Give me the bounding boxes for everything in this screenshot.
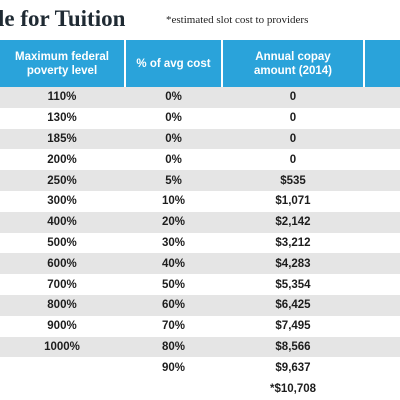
table-row: *$10,708 [0, 378, 400, 399]
table-cell: $6,425 [275, 299, 311, 312]
table-cell: $2,142 [275, 216, 311, 229]
table-cell: 700% [47, 278, 77, 291]
table-cell: 50% [161, 278, 186, 291]
table-row: 300% 10% $1,071 [0, 191, 400, 212]
table-cell: 0% [165, 132, 182, 145]
table-cell: $1,071 [275, 195, 311, 208]
table-cell: 80% [161, 340, 186, 353]
table-row: 90% $9,637 [0, 357, 400, 379]
table-cell: 0 [289, 112, 297, 125]
table-cell: 60% [161, 299, 186, 312]
header-text: Maximum federal poverty level [15, 50, 109, 77]
table-cell: 0% [165, 112, 182, 125]
table-row: 500% 30% $3,212 [0, 232, 400, 254]
table-cell: $5,354 [275, 278, 311, 291]
table-cell: 90% [161, 361, 186, 374]
table-row: 185% 0% 0 [0, 128, 400, 150]
table-cell: $4,283 [275, 257, 311, 270]
table-cell: 0% [165, 153, 182, 166]
table-cell: *$10,708 [269, 382, 317, 395]
table-cell: 20% [161, 216, 186, 229]
table-cell: 200% [47, 153, 77, 166]
title: le for Tuition [0, 6, 126, 31]
table-row: 200% 0% 0 [0, 149, 400, 171]
table-row: 900% 70% $7,495 [0, 315, 400, 337]
table-row: 800% 60% $6,425 [0, 295, 400, 316]
table-cell: 800% [47, 299, 77, 312]
table-cell: 130% [47, 112, 77, 125]
table-row: 1000% 80% $8,566 [0, 336, 400, 358]
table-row: 600% 40% $4,283 [0, 253, 400, 275]
table-cell: 70% [161, 320, 186, 333]
header-text: % of avg cost [136, 57, 211, 70]
table-cell: 500% [47, 236, 77, 249]
table-cell: 300% [47, 195, 77, 208]
table-cell: 0 [289, 153, 297, 166]
table-cell: 110% [47, 91, 77, 104]
table-row: 250% 5% $535 [0, 170, 400, 191]
header-cell: Maximum federal poverty level [0, 40, 124, 87]
table-cell: 10% [161, 195, 186, 208]
table-cell: 900% [47, 320, 77, 333]
table-cell: $535 [280, 174, 306, 187]
table-row: 400% 20% $2,142 [0, 211, 400, 233]
table-cell: 250% [47, 174, 77, 187]
table-row: 110% 0% 0 [0, 87, 400, 108]
table-cell: $7,495 [275, 320, 311, 333]
table-cell: $8,566 [275, 340, 311, 353]
table-cell: 1000% [44, 340, 80, 353]
table-cell: 40% [161, 257, 186, 270]
table-cell: 5% [165, 174, 182, 187]
table-cell: 400% [47, 216, 77, 229]
header-cell: Annual copay amount (2014) [223, 40, 363, 87]
table-cell: 0 [289, 132, 297, 145]
header-cell: % of avg cost [126, 40, 221, 87]
table-cell: 0 [289, 91, 297, 104]
table-cell: 600% [47, 257, 77, 270]
table-cell: $9,637 [275, 361, 311, 374]
table-cell: 0% [165, 91, 182, 104]
table-cell: 30% [161, 236, 186, 249]
table-cell: 185% [47, 132, 77, 145]
header-cell: Ma inco [365, 40, 400, 87]
note: *estimated slot cost to providers [166, 14, 309, 26]
table-row: 700% 50% $5,354 [0, 274, 400, 295]
table-row: 130% 0% 0 [0, 107, 400, 129]
table-cell: $3,212 [275, 236, 311, 249]
header-text: Annual copay amount (2014) [254, 50, 332, 77]
